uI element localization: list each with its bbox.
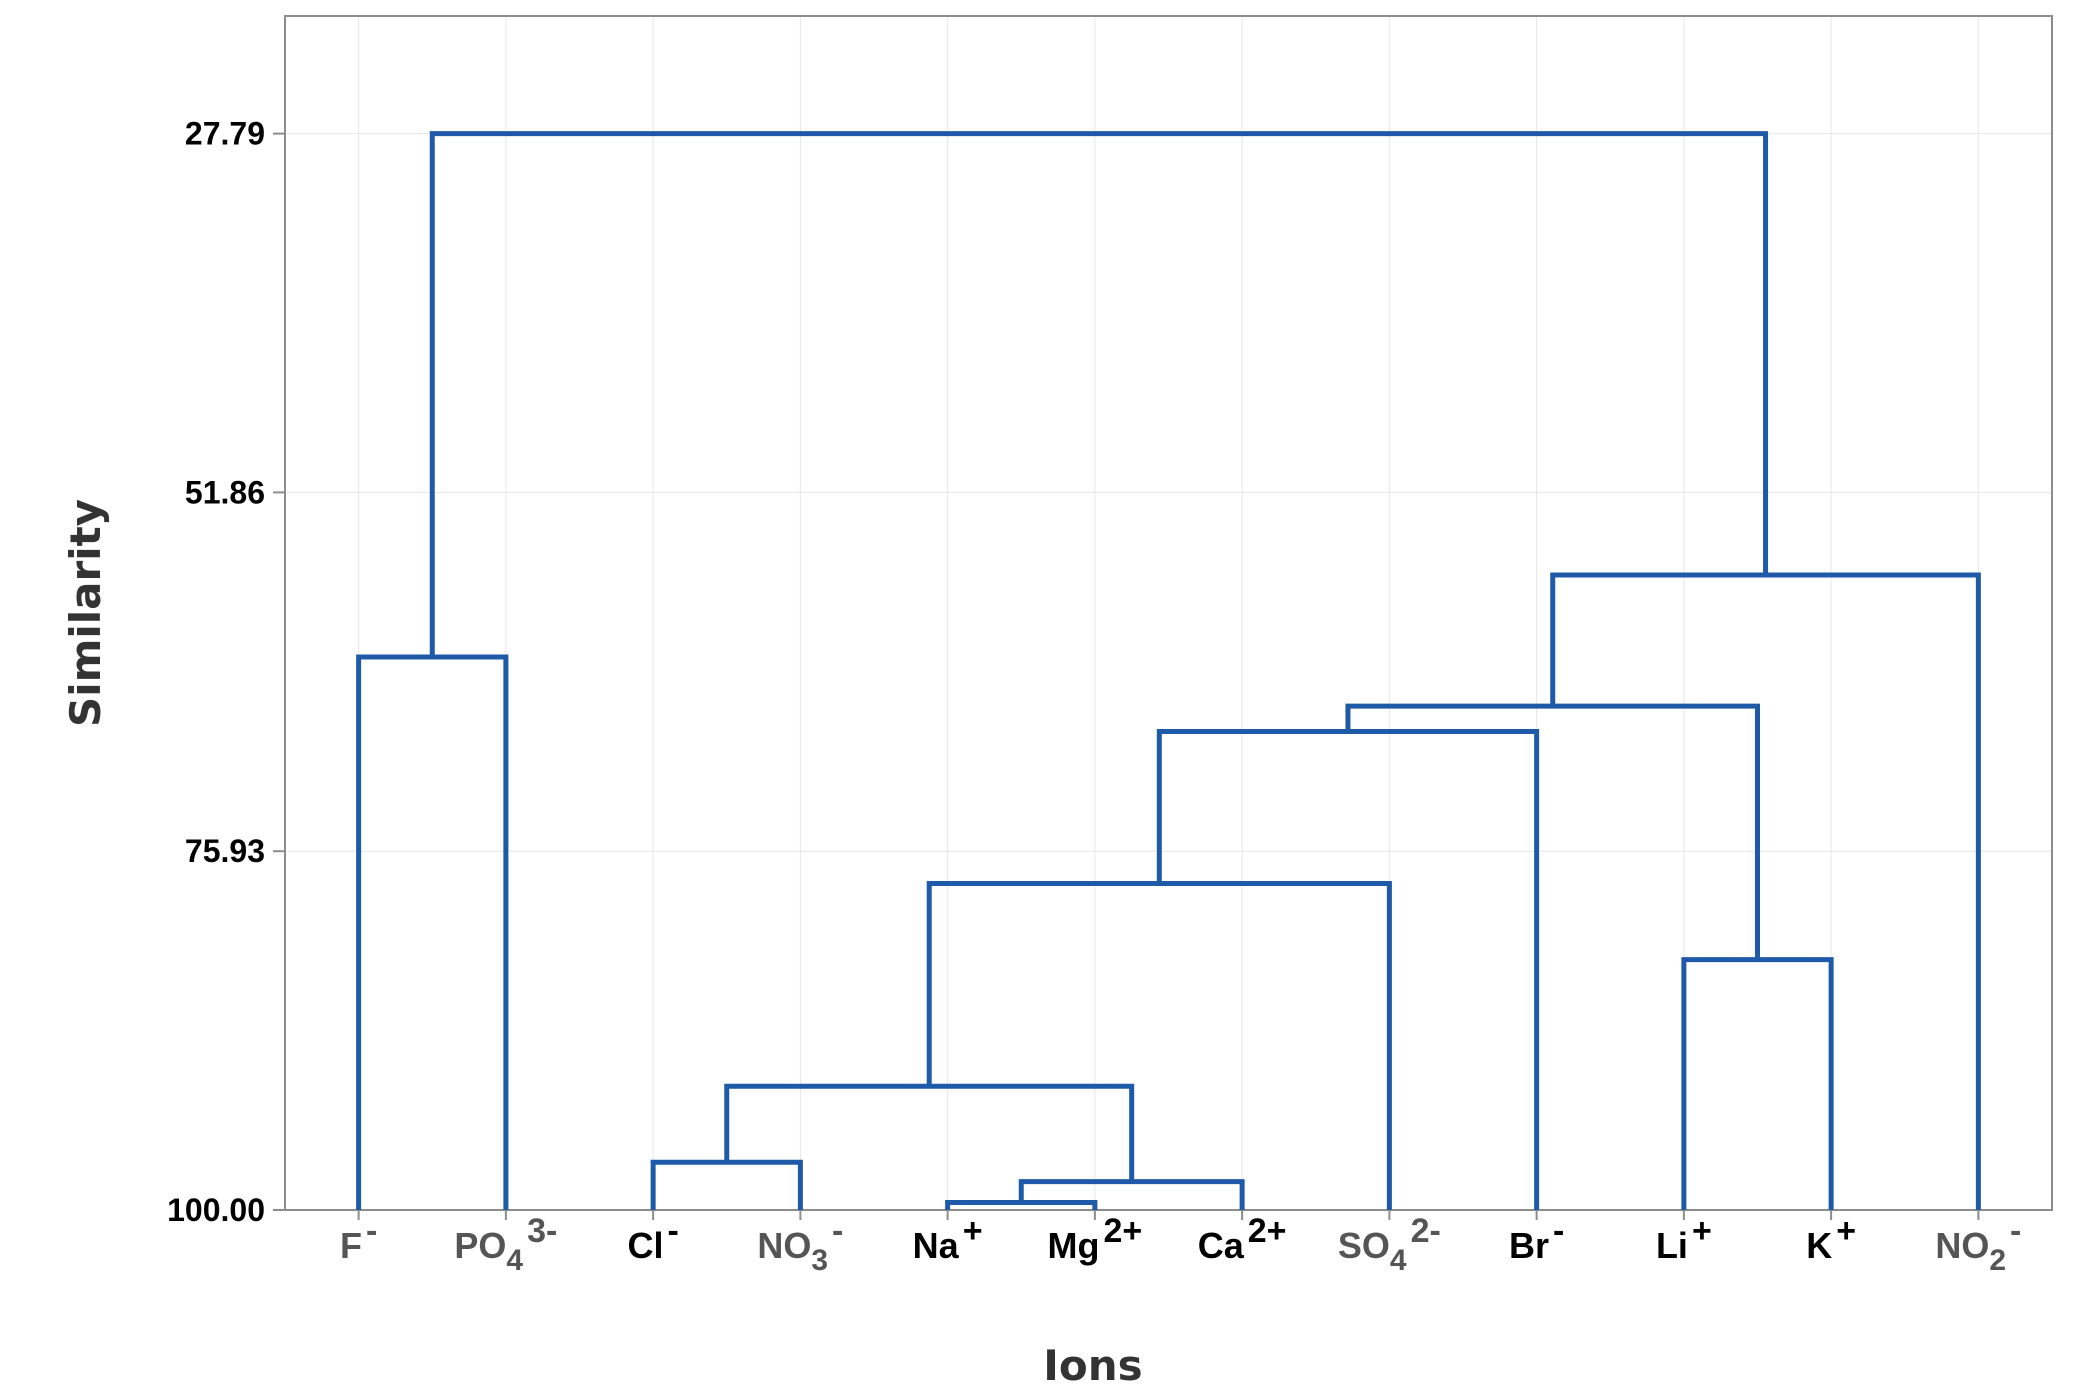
ion-charge: - xyxy=(667,1212,678,1250)
ion-subscript: 3 xyxy=(811,1244,828,1277)
dendrogram-link xyxy=(1156,729,1540,1210)
dendrogram-link xyxy=(1550,572,1981,1210)
ion-charge: 2+ xyxy=(1248,1212,1287,1250)
dendrogram-links xyxy=(356,131,1981,1210)
ion-symbol: NO xyxy=(1935,1225,1989,1266)
ion-symbol: Br xyxy=(1509,1225,1549,1266)
dendrogram-link xyxy=(1345,703,1760,960)
x-tick-label: NO2- xyxy=(1935,1212,2021,1277)
dendrogram-link xyxy=(945,1200,1098,1210)
x-tick-label: NO3- xyxy=(757,1212,843,1277)
y-tick-label: 27.79 xyxy=(185,116,265,152)
dendrogram-link xyxy=(724,1083,1135,1182)
ion-symbol: F xyxy=(340,1225,362,1266)
x-tick-label: F- xyxy=(340,1212,377,1266)
ion-charge: + xyxy=(963,1212,983,1250)
x-tick-label: K + xyxy=(1806,1212,1856,1266)
x-tick-label: Ca 2+ xyxy=(1198,1212,1287,1266)
ion-charge: 2+ xyxy=(1103,1212,1142,1250)
ion-symbol: Li xyxy=(1656,1225,1688,1266)
x-tick-label: SO42- xyxy=(1338,1212,1441,1277)
x-tick-label: Br - xyxy=(1509,1212,1564,1266)
dendrogram-link xyxy=(926,881,1392,1210)
ion-symbol: NO xyxy=(757,1225,811,1266)
x-tick-label: Mg 2+ xyxy=(1048,1212,1143,1266)
x-tick-label: Li + xyxy=(1656,1212,1712,1266)
ion-charge: + xyxy=(1692,1212,1712,1250)
ion-subscript: 4 xyxy=(1390,1244,1407,1277)
dendrogram-link xyxy=(650,1159,803,1210)
dendrogram-link xyxy=(429,131,1769,657)
ion-charge: + xyxy=(1836,1212,1856,1250)
ion-symbol: Cl xyxy=(627,1225,663,1266)
ion-charge: - xyxy=(1553,1212,1564,1250)
ion-symbol: Ca xyxy=(1198,1225,1245,1266)
x-axis-title: Ions xyxy=(1043,1341,1142,1390)
ion-charge: - xyxy=(366,1212,377,1250)
dendrogram-link xyxy=(356,654,509,1210)
y-axis-title: Similarity xyxy=(61,499,110,727)
ion-subscript: 2 xyxy=(1989,1244,2006,1277)
y-tick-label: 75.93 xyxy=(185,833,265,869)
ion-symbol: Mg xyxy=(1048,1225,1100,1266)
dendrogram-link xyxy=(1681,957,1834,1210)
ion-symbol: SO xyxy=(1338,1225,1390,1266)
y-tick-label: 100.00 xyxy=(167,1192,265,1228)
ion-symbol: K xyxy=(1806,1225,1832,1266)
ion-symbol: PO xyxy=(454,1225,506,1266)
ion-charge: - xyxy=(2010,1212,2021,1250)
y-tick-label: 51.86 xyxy=(185,474,265,510)
x-tick-label: Cl - xyxy=(627,1212,678,1266)
dendrogram-link xyxy=(1018,1179,1245,1210)
ion-charge: - xyxy=(832,1212,843,1250)
ion-charge: 2- xyxy=(1411,1212,1441,1250)
ion-subscript: 4 xyxy=(506,1244,523,1277)
grid-lines xyxy=(285,16,2052,1211)
y-axis: 27.79 51.86 75.93 100.00 xyxy=(167,116,285,1228)
x-tick-label: Na + xyxy=(913,1212,983,1266)
ion-charge: 3- xyxy=(527,1212,557,1250)
plot-frame xyxy=(284,15,2053,1211)
x-tick-label: PO43- xyxy=(454,1212,557,1277)
ion-symbol: Na xyxy=(913,1225,960,1266)
x-axis: F - PO43- Cl - NO3- Na + Mg 2+ Ca 2+ SO42- Br - Li + K + NO… xyxy=(340,1210,2021,1277)
